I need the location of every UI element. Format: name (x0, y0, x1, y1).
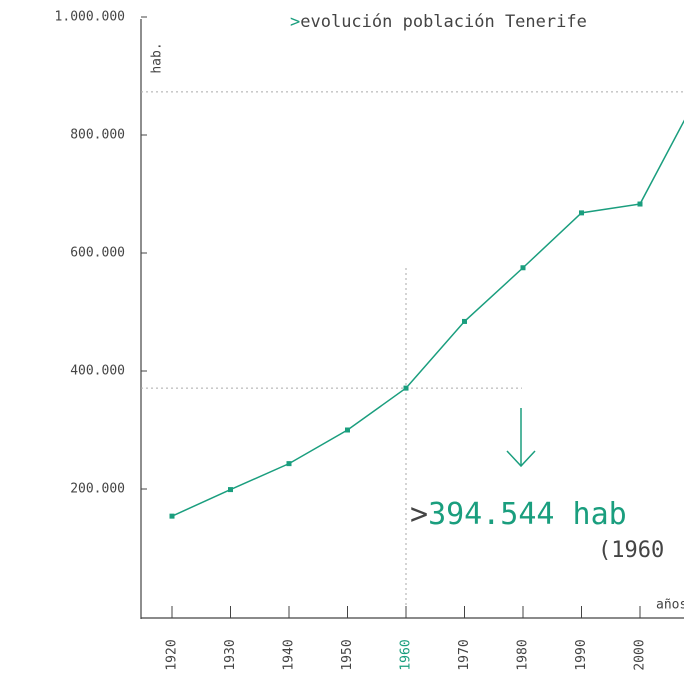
arrow-head (506, 450, 536, 468)
x-tick-label: 1990 (574, 639, 589, 670)
y-axis-label: hab. (150, 42, 165, 73)
line (171, 119, 684, 517)
point (228, 487, 233, 493)
annotation-prefix: > (410, 497, 428, 532)
x-tick-label: 1960 (399, 639, 414, 670)
point (403, 385, 409, 391)
point (169, 513, 175, 519)
x-tick-label: 1920 (165, 639, 180, 670)
point (579, 210, 584, 216)
point (345, 427, 350, 433)
x-tick-label: 2000 (633, 639, 648, 670)
annotation: >394.544 hab (410, 497, 627, 532)
x-tick-label: 1950 (340, 639, 355, 670)
y-tick-label: 800.000 (70, 128, 125, 143)
y-tick-label: 400.000 (70, 364, 125, 379)
y-tick-label: 1.000.000 (55, 10, 125, 25)
point (462, 318, 467, 324)
point (286, 461, 292, 467)
title-text: evolución población Tenerife (300, 12, 587, 32)
x-tick-label: 1980 (516, 639, 531, 670)
annotation-sub: (1960 (598, 538, 664, 563)
point (520, 265, 526, 271)
point (637, 201, 643, 207)
x-tick-label: 1930 (223, 639, 238, 670)
x-axis-label: años (656, 598, 684, 613)
chart-title: >evolución población Tenerife (290, 12, 587, 32)
x-tick-label: 1940 (282, 639, 297, 670)
y-tick-label: 200.000 (70, 482, 125, 497)
x-tick-label: 1970 (457, 639, 472, 670)
title-prefix: > (290, 12, 300, 32)
y-tick-label: 600.000 (70, 246, 125, 261)
annotation-value: 394.544 hab (428, 497, 627, 532)
